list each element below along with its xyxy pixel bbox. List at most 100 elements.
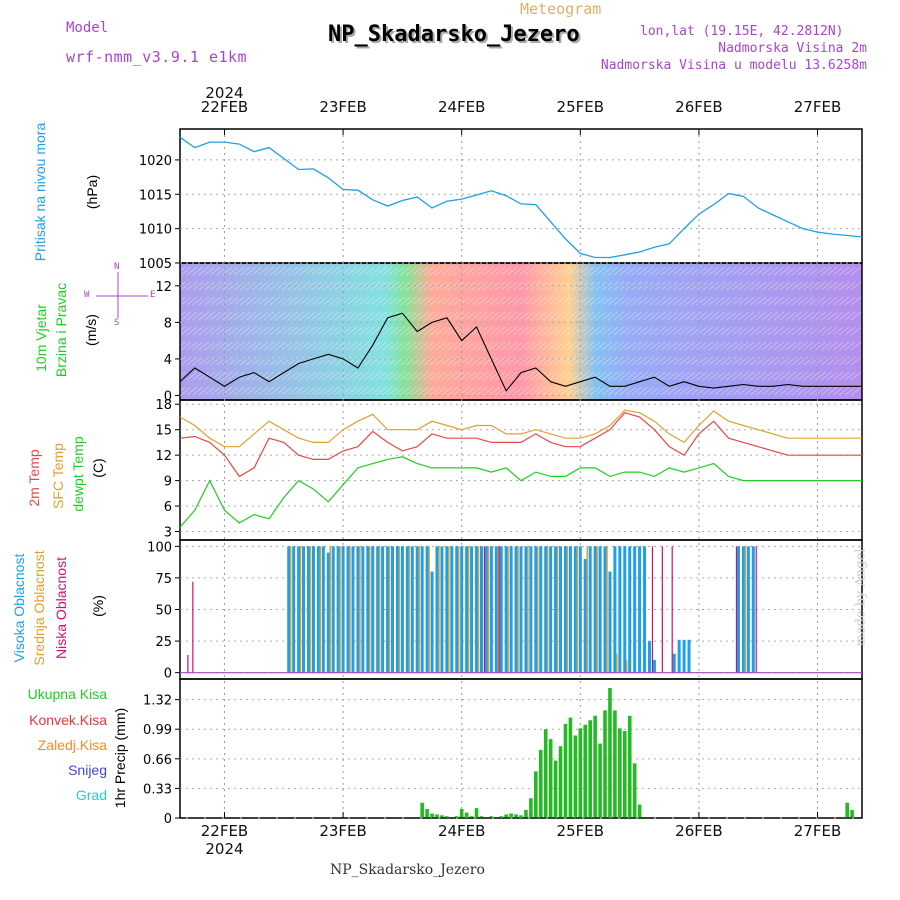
wind-barb — [180, 326, 192, 336]
wind-barb — [400, 281, 411, 291]
precip-bar — [850, 809, 854, 818]
wind-barb — [435, 341, 447, 351]
wind-barb — [637, 356, 648, 366]
wind-barb — [281, 266, 293, 276]
pressure-tick-label: 1005 — [139, 257, 172, 272]
wind-barb — [583, 311, 595, 321]
pressure-unit: (hPa) — [84, 174, 100, 210]
wind-barb — [631, 341, 642, 351]
mid-cloud-bar — [467, 546, 470, 673]
wind-barb — [263, 281, 275, 291]
wind-barb — [435, 311, 447, 321]
wind-barb — [631, 356, 642, 366]
precip-bar — [593, 715, 597, 818]
wind-barb — [637, 326, 648, 336]
wind-barb — [293, 386, 304, 396]
wind-barb — [441, 341, 453, 351]
wind-barb — [423, 356, 435, 366]
wind-barb — [797, 311, 809, 321]
mid-cloud-bar — [289, 546, 292, 673]
wind-barb — [512, 281, 524, 291]
wind-barb — [660, 386, 672, 396]
wind-barb — [376, 326, 387, 336]
mid-cloud-bar — [487, 546, 490, 673]
wind-barb — [382, 311, 393, 321]
mid-cloud-bar — [378, 546, 381, 673]
wind-barb — [548, 371, 559, 381]
wind-barb — [328, 386, 340, 396]
wind-barb — [672, 296, 684, 306]
wind-barb — [536, 371, 548, 381]
wind-barb — [198, 281, 210, 291]
wind-barb — [328, 266, 340, 276]
wind-barb — [761, 281, 773, 291]
wind-barb — [322, 311, 334, 321]
wind-barb — [560, 266, 571, 276]
wind-barb — [827, 386, 838, 396]
wind-barb — [643, 356, 654, 366]
wind-barb — [761, 371, 773, 381]
wind-barb — [192, 311, 204, 321]
wind-barb — [506, 266, 518, 276]
wind-barb — [494, 356, 506, 366]
wind-barb — [720, 266, 731, 276]
cloud-label-mid: Srednja Oblacnost — [31, 550, 47, 666]
wind-barb — [577, 311, 589, 321]
wind-barb — [838, 356, 850, 366]
wind-barb — [317, 326, 328, 336]
wind-barb — [655, 356, 666, 366]
wind-barb — [322, 326, 334, 336]
high-cloud-bar — [504, 546, 508, 673]
wind-barb — [287, 371, 298, 381]
wind-barb — [506, 326, 518, 336]
wind-barb — [441, 296, 453, 306]
wind-barb — [542, 356, 553, 366]
wind-barb — [755, 311, 767, 321]
wind-barb — [370, 266, 382, 276]
high-cloud-bar — [405, 546, 409, 673]
high-cloud-bar — [475, 546, 479, 673]
wind-barb — [489, 326, 500, 336]
mid-cloud-bar — [369, 546, 371, 673]
wind-barb — [601, 341, 613, 351]
wind-barb — [311, 266, 322, 276]
wind-barb — [696, 281, 708, 291]
wind-barb — [791, 371, 803, 381]
wind-barb — [477, 386, 488, 396]
wind-barb — [411, 371, 423, 381]
wind-barb — [382, 281, 393, 291]
wind-barb — [411, 281, 423, 291]
wind-barb — [607, 266, 619, 276]
wind-barb — [494, 311, 506, 321]
wind-barb — [583, 296, 595, 306]
wind-barb — [583, 266, 595, 276]
wind-barb — [500, 281, 512, 291]
mid-cloud-bar — [507, 546, 509, 673]
footer-station: NP_Skadarsko_Jezero — [330, 862, 485, 878]
wind-barb — [382, 386, 393, 396]
wind-barb — [744, 311, 755, 321]
bottom-day-label: 22FEB — [201, 822, 248, 840]
high-cloud-bar — [395, 546, 399, 673]
wind-barb — [471, 326, 482, 336]
wind-barb — [791, 296, 803, 306]
wind-barb — [192, 326, 204, 336]
wind-barb — [489, 386, 500, 396]
wind-unit: (m/s) — [83, 314, 99, 346]
wind-barb — [678, 326, 690, 336]
wind-barb — [388, 356, 399, 366]
wind-label-1: 10m Vjetar — [33, 304, 49, 372]
wind-barb — [589, 266, 601, 276]
wind-barb — [370, 296, 382, 306]
wind-barb — [251, 281, 263, 291]
wind-barb — [714, 266, 725, 276]
temp-label-2m: 2m Temp — [26, 449, 42, 507]
high-cloud-bar — [618, 546, 622, 673]
wind-barb — [465, 371, 476, 381]
mid-cloud-bar — [556, 546, 559, 673]
wind-barb — [287, 266, 298, 276]
wind-barb — [607, 296, 619, 306]
wind-barb — [732, 266, 743, 276]
wind-barb — [471, 386, 482, 396]
bottom-day-label: 23FEB — [319, 822, 366, 840]
